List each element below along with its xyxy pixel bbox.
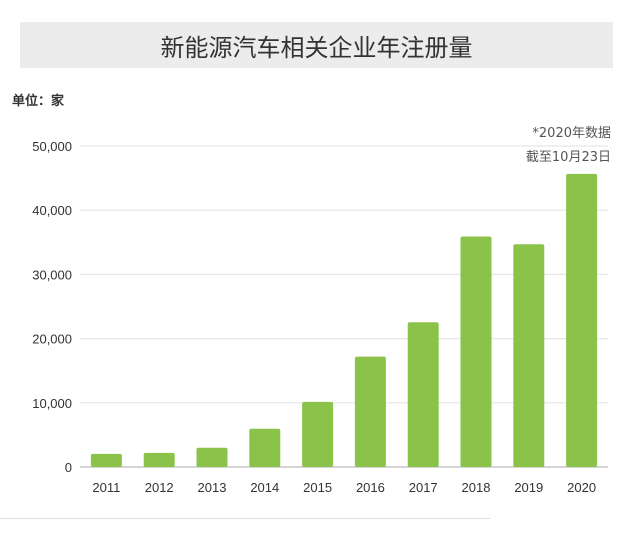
bar-2020 (566, 173, 598, 467)
y-tick-label: 30,000 (32, 267, 72, 282)
bar-2017 (407, 322, 439, 467)
x-tick-label: 2019 (514, 480, 543, 495)
y-tick-label: 50,000 (32, 139, 72, 154)
divider (0, 518, 490, 519)
y-tick-label: 10,000 (32, 396, 72, 411)
x-tick-label: 2017 (409, 480, 438, 495)
x-tick-label: 2020 (567, 480, 596, 495)
x-tick-label: 2015 (303, 480, 332, 495)
y-tick-label: 0 (65, 460, 72, 475)
x-tick-label: 2011 (92, 480, 120, 495)
y-tick-label: 40,000 (32, 203, 72, 218)
x-tick-label: 2018 (462, 480, 491, 495)
bar-2011 (90, 453, 122, 467)
bar-2016 (354, 356, 386, 467)
x-tick-label: 2012 (145, 480, 174, 495)
bar-2018 (460, 236, 492, 467)
unit-label: 单位：家 (12, 94, 65, 109)
bar-2015 (302, 401, 334, 467)
chart-title: 新能源汽车相关企业年注册量 (20, 22, 613, 68)
bar-2013 (196, 447, 228, 467)
x-tick-label: 2014 (250, 480, 279, 495)
bar-2012 (143, 452, 175, 467)
x-tick-label: 2016 (356, 480, 385, 495)
annotation-line-1: *2020年数据 (532, 126, 611, 141)
x-tick-label: 2013 (198, 480, 227, 495)
annotation-line-2: 截至10月23日 (525, 150, 611, 165)
y-tick-label: 20,000 (32, 332, 72, 347)
bar-2019 (513, 244, 545, 467)
bar-2014 (249, 428, 281, 467)
